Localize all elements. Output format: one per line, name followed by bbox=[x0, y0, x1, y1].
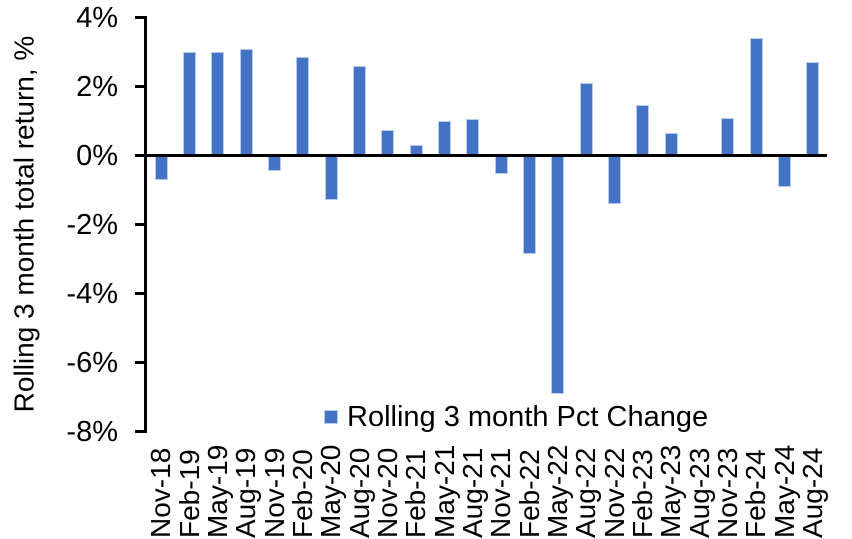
bar-may-23 bbox=[664, 133, 678, 156]
y-tick-label: -6% bbox=[66, 346, 118, 379]
y-axis-tick bbox=[135, 430, 144, 433]
bar-feb-22 bbox=[523, 155, 536, 254]
x-tick-label: Nov-19 bbox=[258, 447, 290, 538]
y-axis-tick bbox=[135, 154, 144, 157]
bar-feb-19 bbox=[183, 52, 196, 156]
bar-aug-20 bbox=[353, 65, 366, 156]
bar-may-19 bbox=[211, 52, 225, 156]
x-tick-label: Feb-20 bbox=[286, 449, 318, 538]
bar-may-24 bbox=[778, 155, 791, 187]
bar-aug-21 bbox=[466, 119, 480, 156]
y-axis-tick bbox=[135, 85, 144, 88]
x-tick-label: Aug-23 bbox=[683, 447, 715, 538]
x-tick-label: Feb-23 bbox=[626, 449, 658, 538]
x-tick-label: Aug-24 bbox=[796, 447, 828, 538]
legend: Rolling 3 month Pct Change bbox=[324, 401, 708, 433]
x-tick-label: Nov-22 bbox=[598, 447, 630, 538]
x-tick-label: Nov-23 bbox=[711, 447, 743, 538]
bar-aug-22 bbox=[579, 83, 593, 156]
bar-nov-18 bbox=[154, 155, 168, 180]
y-tick-label: -2% bbox=[66, 208, 118, 241]
x-tick-label: May-21 bbox=[428, 444, 460, 538]
bar-feb-20 bbox=[296, 57, 310, 156]
x-tick-label: May-23 bbox=[655, 444, 687, 538]
bar-may-21 bbox=[438, 121, 451, 156]
legend-swatch-icon bbox=[324, 410, 338, 424]
x-axis-line bbox=[144, 154, 827, 157]
x-tick-label: Aug-21 bbox=[456, 447, 488, 538]
x-tick-label: May-19 bbox=[201, 444, 233, 538]
x-tick-label: Feb-21 bbox=[400, 449, 432, 538]
x-tick-label: Nov-21 bbox=[485, 447, 517, 538]
x-tick-label: Feb-19 bbox=[173, 449, 205, 538]
bar-nov-21 bbox=[494, 155, 508, 175]
bar-may-22 bbox=[551, 155, 565, 394]
y-tick-label: 2% bbox=[76, 70, 118, 103]
y-tick-label: 4% bbox=[76, 1, 118, 34]
x-tick-label: Aug-19 bbox=[230, 447, 262, 538]
x-tick-label: May-20 bbox=[315, 444, 347, 538]
x-tick-label: Feb-24 bbox=[740, 449, 772, 538]
bar-nov-19 bbox=[268, 155, 281, 172]
y-axis-tick bbox=[135, 16, 144, 19]
y-axis-tick bbox=[135, 361, 144, 364]
x-tick-label: Aug-20 bbox=[343, 447, 375, 538]
y-tick-label: -8% bbox=[66, 415, 118, 448]
x-tick-label: May-24 bbox=[768, 444, 800, 538]
y-tick-label: 0% bbox=[76, 139, 118, 172]
x-tick-label: Nov-18 bbox=[145, 447, 177, 538]
bar-nov-22 bbox=[608, 155, 621, 204]
bar-may-20 bbox=[324, 155, 338, 201]
bar-feb-23 bbox=[636, 105, 650, 156]
bar-aug-24 bbox=[806, 62, 820, 156]
legend-label: Rolling 3 month Pct Change bbox=[347, 400, 709, 433]
y-axis-tick bbox=[135, 292, 144, 295]
bar-nov-20 bbox=[381, 129, 395, 156]
bar-feb-24 bbox=[749, 38, 763, 156]
y-axis-tick bbox=[135, 223, 144, 226]
y-tick-label: -4% bbox=[66, 277, 118, 310]
bar-nov-23 bbox=[721, 117, 735, 156]
x-tick-label: Feb-22 bbox=[513, 449, 545, 538]
bar-aug-19 bbox=[239, 48, 253, 156]
x-tick-label: May-22 bbox=[541, 444, 573, 538]
x-tick-label: Nov-20 bbox=[371, 447, 403, 538]
x-tick-label: Aug-22 bbox=[570, 447, 602, 538]
y-axis-line bbox=[144, 16, 147, 433]
